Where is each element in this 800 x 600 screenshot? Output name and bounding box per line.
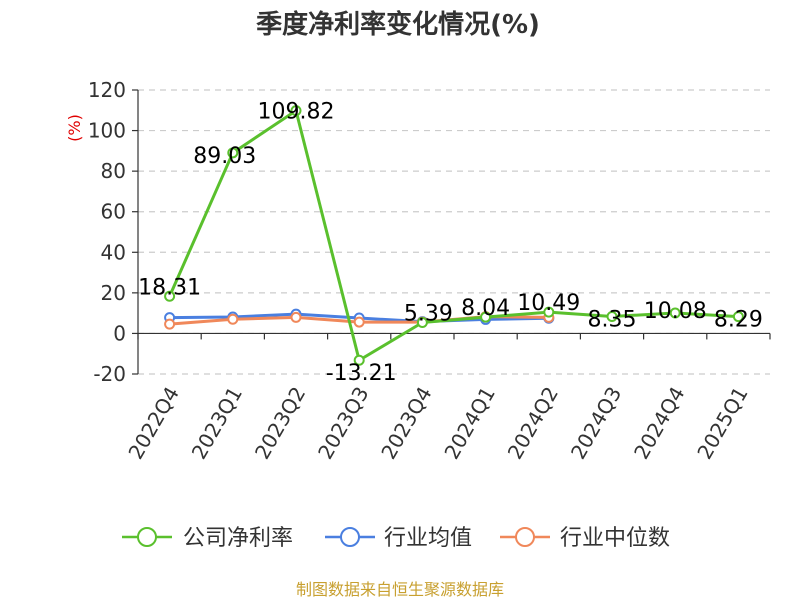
data-point [353,354,365,366]
series-line [168,109,739,362]
x-tick-label: 2022Q4 [123,383,183,464]
data-label: 18.31 [138,275,201,300]
y-tick-label: 80 [101,159,126,183]
legend: 公司净利率 行业均值 行业中位数 [122,526,670,551]
x-tick-label: 2023Q4 [376,383,436,464]
data-point [543,306,555,318]
data-point [290,105,302,117]
data-point [669,307,681,319]
data-point [353,316,365,328]
data-point [732,311,744,323]
x-tick-label: 2025Q1 [692,383,752,464]
data-point [480,311,492,323]
data-point [290,311,302,323]
chart-title: 季度净利率变化情况(%) [256,9,540,40]
y-tick-label: 60 [101,200,126,224]
legend-marker [137,527,157,547]
y-tick-label: 40 [101,240,126,264]
y-tick-label: -20 [93,362,126,386]
data-label: 10.08 [644,299,707,324]
data-label: 5.39 [404,301,453,326]
data-point [164,290,176,302]
x-tick-label: 2023Q2 [250,383,310,464]
data-point [164,318,176,330]
x-tick-label: 2023Q3 [313,383,373,464]
data-label: 10.49 [517,291,580,316]
x-tick-label: 2023Q1 [187,383,247,464]
grid-lines [138,89,770,375]
x-tick-label: 2024Q3 [566,383,626,464]
y-axis-label: (%) [65,114,84,142]
x-tick-label: 2024Q4 [629,383,689,464]
x-tick-label: 2024Q1 [439,382,499,463]
y-tick-label: 100 [88,119,126,143]
data-label: 8.29 [714,308,763,333]
legend-label: 行业均值 [384,526,472,551]
legend-marker [515,527,535,547]
y-tick-label: 20 [101,281,126,305]
y-tick-label: 120 [88,78,126,102]
data-point [227,313,239,325]
x-tick-label: 2024Q2 [503,383,563,464]
data-label: 8.35 [588,307,637,332]
data-point [606,310,618,322]
y-tick-label: 0 [113,321,126,345]
data-point [227,147,239,159]
data-label: 109.82 [258,100,335,125]
legend-marker [340,527,360,547]
data-label: 89.03 [193,144,256,169]
source-note: 制图数据来自恒生聚源数据库 [296,580,504,599]
data-label: 8.04 [461,296,510,321]
data-label: -13.21 [326,361,397,386]
series-lines [164,105,744,366]
data-point [416,316,428,328]
legend-label: 行业中位数 [560,526,670,551]
legend-label: 公司净利率 [183,526,293,551]
